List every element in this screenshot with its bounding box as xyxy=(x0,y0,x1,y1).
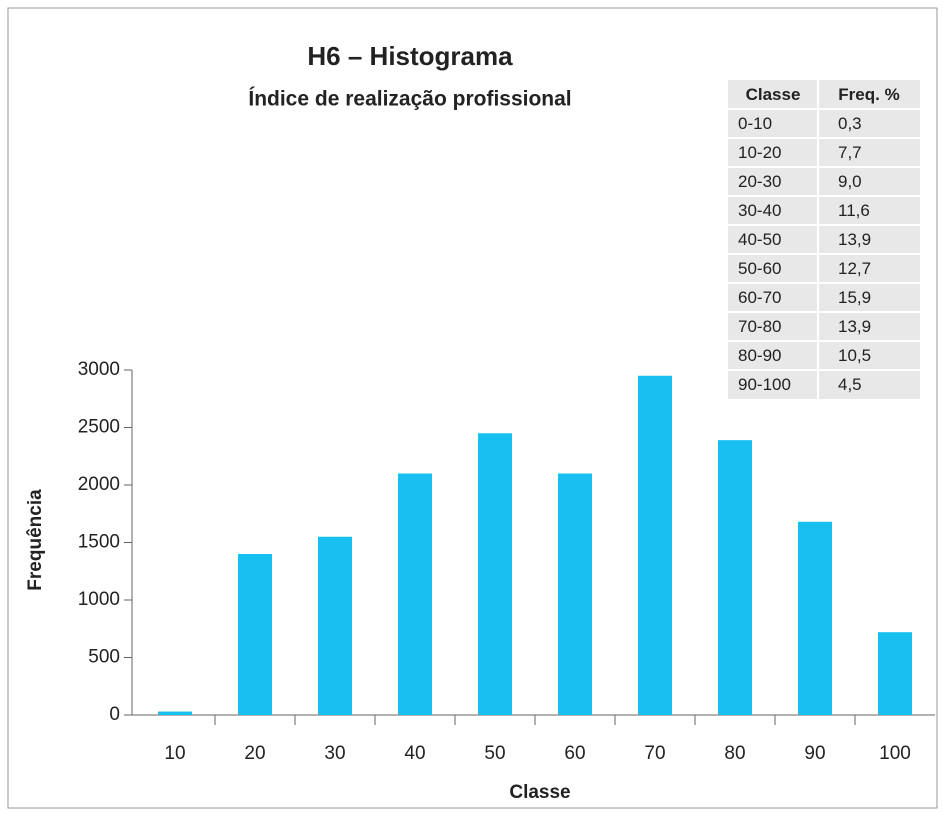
x-tick-label: 70 xyxy=(644,743,665,764)
x-tick-label: 100 xyxy=(879,743,911,764)
x-tick-label: 80 xyxy=(724,743,745,764)
bar xyxy=(318,536,352,715)
chart-subtitle: Índice de realização profissional xyxy=(248,88,571,111)
x-tick-label: 60 xyxy=(564,743,585,764)
table-cell: 50-60 xyxy=(738,259,781,278)
table-cell: 13,9 xyxy=(838,317,871,336)
table-cell: 40-50 xyxy=(738,230,781,249)
table-cell: 11,6 xyxy=(838,201,870,220)
table-cell: 13,9 xyxy=(838,230,871,249)
chart-title: H6 – Histograma xyxy=(307,41,513,71)
table-cell: 90-100 xyxy=(738,375,791,394)
table-cell: 80-90 xyxy=(738,346,781,365)
y-axis-title: Frequência xyxy=(25,489,46,591)
table-header: Freq. % xyxy=(838,85,899,104)
x-axis-title: Classe xyxy=(509,782,570,803)
x-tick-label: 30 xyxy=(324,743,345,764)
table-background xyxy=(728,80,920,399)
x-tick-label: 20 xyxy=(244,743,265,764)
y-tick-label: 2500 xyxy=(78,417,120,438)
table-cell: 10-20 xyxy=(738,143,781,162)
x-tick-label: 90 xyxy=(804,743,825,764)
table-header: Classe xyxy=(746,85,801,104)
table-cell: 0,3 xyxy=(838,114,862,133)
frame xyxy=(7,7,938,809)
bar xyxy=(478,433,512,715)
bar xyxy=(718,440,752,715)
y-tick-label: 1000 xyxy=(78,589,120,610)
bar xyxy=(798,521,832,715)
bar xyxy=(238,554,272,715)
table-cell: 10,5 xyxy=(838,346,871,365)
y-tick-label: 500 xyxy=(88,647,120,668)
table-cell: 60-70 xyxy=(738,288,781,307)
bar xyxy=(878,632,912,715)
bar xyxy=(398,473,432,715)
table-cell: 20-30 xyxy=(738,172,781,191)
table-cell: 70-80 xyxy=(738,317,781,336)
y-tick-label: 2000 xyxy=(78,474,120,495)
table-cell: 9,0 xyxy=(838,172,862,191)
x-tick-label: 50 xyxy=(484,743,505,764)
table-cell: 0-10 xyxy=(738,114,772,133)
table-cell: 7,7 xyxy=(838,143,862,162)
table-cell: 15,9 xyxy=(838,288,871,307)
y-tick-label: 0 xyxy=(109,704,120,725)
x-tick-label: 10 xyxy=(164,743,185,764)
table-cell: 4,5 xyxy=(838,375,862,394)
bar xyxy=(158,711,192,715)
table-cell: 12,7 xyxy=(838,259,871,278)
bar xyxy=(638,375,672,715)
x-tick-label: 40 xyxy=(404,743,425,764)
y-tick-label: 1500 xyxy=(78,532,120,553)
table-cell: 30-40 xyxy=(738,201,781,220)
y-tick-label: 3000 xyxy=(78,359,120,380)
bar xyxy=(558,473,592,715)
